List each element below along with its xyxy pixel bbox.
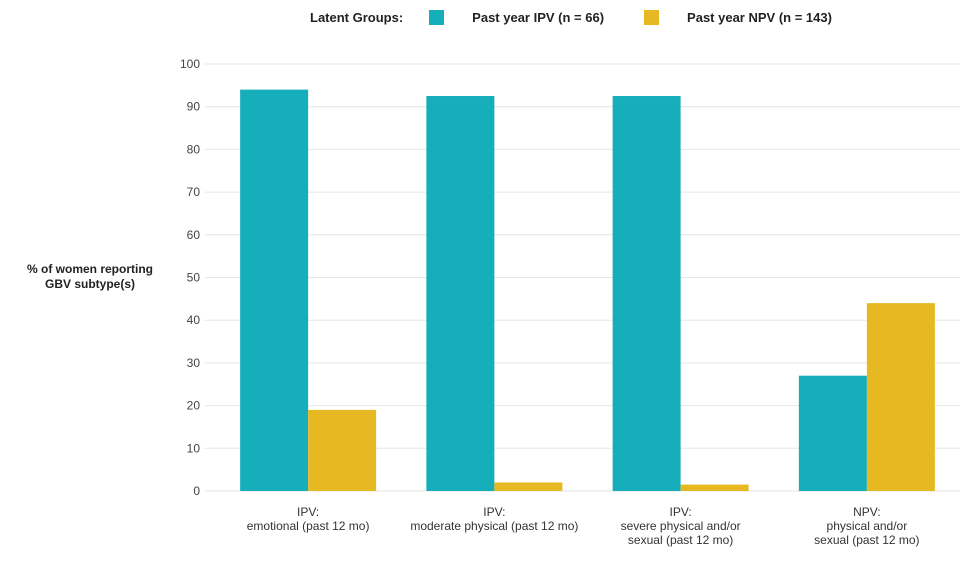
- y-tick-label: 90: [187, 100, 201, 114]
- y-tick-label: 10: [187, 441, 201, 455]
- bar-npv-3: [680, 484, 749, 491]
- y-tick-label: 20: [187, 399, 201, 413]
- legend-label-ipv: Past year IPV (n = 66): [472, 9, 605, 25]
- legend-item-ipv: Past year IPV (n = 66): [429, 9, 605, 25]
- y-tick-label: 0: [193, 484, 200, 498]
- y-tick-label: 30: [187, 356, 201, 370]
- x-category-label: NPV:: [853, 505, 881, 519]
- bar-ipv-2: [426, 96, 495, 492]
- bars: [240, 89, 935, 492]
- x-category-label: moderate physical (past 12 mo): [410, 519, 578, 533]
- x-category-label: IPV:: [670, 505, 692, 519]
- x-category-labels: IPV:emotional (past 12 mo)IPV:moderate p…: [247, 505, 920, 547]
- y-tick-label: 70: [187, 185, 201, 199]
- x-category-label: sexual (past 12 mo): [814, 533, 919, 547]
- y-tick-label: 50: [187, 271, 201, 285]
- x-category-label: IPV:: [483, 505, 505, 519]
- y-tick-label: 40: [187, 313, 201, 327]
- y-tick-label: 80: [187, 142, 201, 156]
- bar-npv-2: [494, 482, 563, 491]
- y-tick-labels: 0 10 20 30 40 50 60 70 80 90 100: [180, 57, 200, 498]
- bar-npv-1: [308, 409, 377, 491]
- x-category-label: severe physical and/or: [621, 519, 741, 533]
- legend-swatch-ipv: [429, 9, 445, 25]
- bar-ipv-3: [612, 96, 681, 492]
- y-axis-label-line-2: GBV subtype(s): [44, 277, 135, 291]
- x-category-label: sexual (past 12 mo): [628, 533, 733, 547]
- legend: Latent Groups: Past year IPV (n = 66) Pa…: [310, 6, 872, 28]
- y-tick-label: 60: [187, 228, 201, 242]
- bar-ipv-4: [798, 375, 867, 491]
- y-tick-label: 100: [180, 57, 200, 71]
- x-category-label: IPV:: [297, 505, 319, 519]
- legend-swatch-npv: [644, 9, 660, 25]
- y-axis-label: % of women reporting GBV subtype(s): [10, 262, 170, 292]
- bar-npv-4: [866, 303, 935, 491]
- x-category-label: physical and/or: [827, 519, 908, 533]
- bar-ipv-1: [240, 89, 309, 492]
- y-axis-label-line-1: % of women reporting: [27, 262, 153, 276]
- legend-title: Latent Groups:: [310, 9, 404, 25]
- legend-label-npv: Past year NPV (n = 143): [687, 9, 832, 25]
- x-category-label: emotional (past 12 mo): [247, 519, 370, 533]
- legend-item-npv: Past year NPV (n = 143): [644, 9, 832, 25]
